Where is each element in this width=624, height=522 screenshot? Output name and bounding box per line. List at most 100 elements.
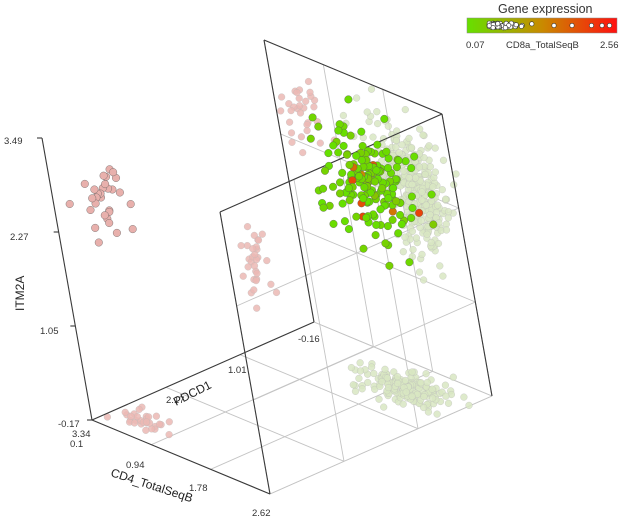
- projection-point: [367, 85, 376, 93]
- z-axis-ticks: 3.49 2.27 1.05 -0.17: [4, 136, 80, 430]
- projection-point: [252, 277, 260, 285]
- projection-point: [405, 174, 413, 182]
- data-point: [306, 134, 315, 143]
- z-tick-label: 3.49: [4, 136, 23, 147]
- projection-point: [402, 388, 410, 396]
- data-point: [324, 149, 333, 158]
- data-point: [115, 188, 124, 197]
- projection-point: [353, 94, 361, 102]
- projection-point: [438, 186, 446, 194]
- projection-point: [417, 217, 425, 225]
- data-point: [344, 225, 353, 234]
- projection-point: [423, 230, 431, 238]
- projection-point: [429, 394, 437, 402]
- data-point: [65, 200, 74, 208]
- front-edge: [219, 211, 271, 495]
- data-point: [109, 168, 118, 177]
- top-edge: [263, 39, 443, 115]
- projection-point: [449, 373, 457, 381]
- projection-point: [408, 392, 416, 400]
- projection-point: [416, 125, 424, 133]
- projection-point: [152, 412, 160, 420]
- data-point: [91, 223, 100, 232]
- data-point: [382, 147, 391, 156]
- projection-point: [408, 144, 416, 152]
- legend-marker: [569, 22, 575, 28]
- projection-point: [418, 196, 426, 204]
- data-point: [358, 142, 367, 150]
- projection-point: [431, 168, 439, 176]
- data-point: [352, 212, 361, 221]
- legend-marker: [490, 25, 496, 31]
- data-point: [388, 215, 397, 224]
- projection-point: [368, 363, 376, 371]
- data-point: [345, 196, 354, 205]
- projection-point: [285, 100, 293, 108]
- projection-point: [287, 129, 296, 137]
- projection-point: [439, 156, 448, 164]
- data-point: [384, 154, 393, 163]
- projection-point: [356, 359, 364, 367]
- x-tick-label: 0.94: [126, 460, 145, 471]
- grid-line: [313, 321, 493, 397]
- projection-point: [351, 387, 360, 395]
- projection-point: [249, 245, 257, 253]
- projection-point: [420, 403, 428, 412]
- data-point: [128, 225, 137, 234]
- projection-point: [418, 250, 426, 258]
- data-point: [383, 222, 392, 231]
- projection-point: [408, 180, 416, 189]
- projection-point: [442, 195, 450, 203]
- projection-point: [384, 384, 393, 392]
- projection-point: [434, 239, 443, 248]
- projection-point: [465, 401, 473, 409]
- projection-point: [394, 379, 402, 387]
- projection-point: [380, 403, 388, 411]
- legend-marker: [529, 21, 535, 27]
- projection-point: [347, 364, 355, 372]
- x-tick-label: 1.78: [189, 483, 208, 494]
- data-point: [407, 214, 416, 222]
- y-tick-label: 1.01: [228, 365, 247, 376]
- legend-variable-label: CD8a_TotalSeqB: [506, 40, 579, 51]
- projection-point: [142, 418, 151, 426]
- projection-point: [428, 385, 436, 393]
- projection-point: [400, 167, 408, 175]
- legend-marker: [588, 22, 594, 28]
- data-point: [346, 131, 355, 140]
- data-point: [396, 211, 405, 219]
- x-axis-ticks: 0.1 0.94 1.78 2.62: [70, 439, 271, 519]
- data-point: [372, 166, 381, 175]
- data-point: [407, 164, 416, 173]
- x-tick-label: 0.1: [70, 439, 83, 450]
- projection-point: [302, 97, 310, 105]
- projection-point: [156, 420, 164, 428]
- projection-point: [135, 405, 143, 413]
- data-point: [90, 185, 99, 194]
- projection-point: [356, 367, 365, 375]
- projection-point: [433, 410, 441, 418]
- data-point: [376, 205, 385, 214]
- projection-point: [426, 211, 434, 219]
- projection-point: [429, 183, 437, 191]
- projection-point: [427, 238, 435, 247]
- legend[interactable]: Gene expression 0.07 CD8a_TotalSeqB 2.56: [466, 2, 619, 51]
- data-point: [371, 231, 380, 240]
- legend-marker: [606, 22, 612, 28]
- projection-point: [272, 288, 281, 297]
- y-tick-label: 3.34: [72, 429, 91, 440]
- projection-point: [401, 106, 409, 114]
- projection-point: [436, 262, 444, 270]
- grid-line: [322, 64, 374, 347]
- projection-point: [303, 121, 311, 129]
- projection-point: [374, 120, 382, 128]
- projection-point: [419, 131, 427, 139]
- data-point: [334, 148, 343, 157]
- projection-point: [370, 369, 378, 378]
- projection-point: [250, 286, 258, 294]
- projection-point: [253, 269, 261, 277]
- projection-point: [355, 374, 363, 382]
- projection-point: [364, 378, 372, 387]
- data-points[interactable]: [65, 95, 438, 270]
